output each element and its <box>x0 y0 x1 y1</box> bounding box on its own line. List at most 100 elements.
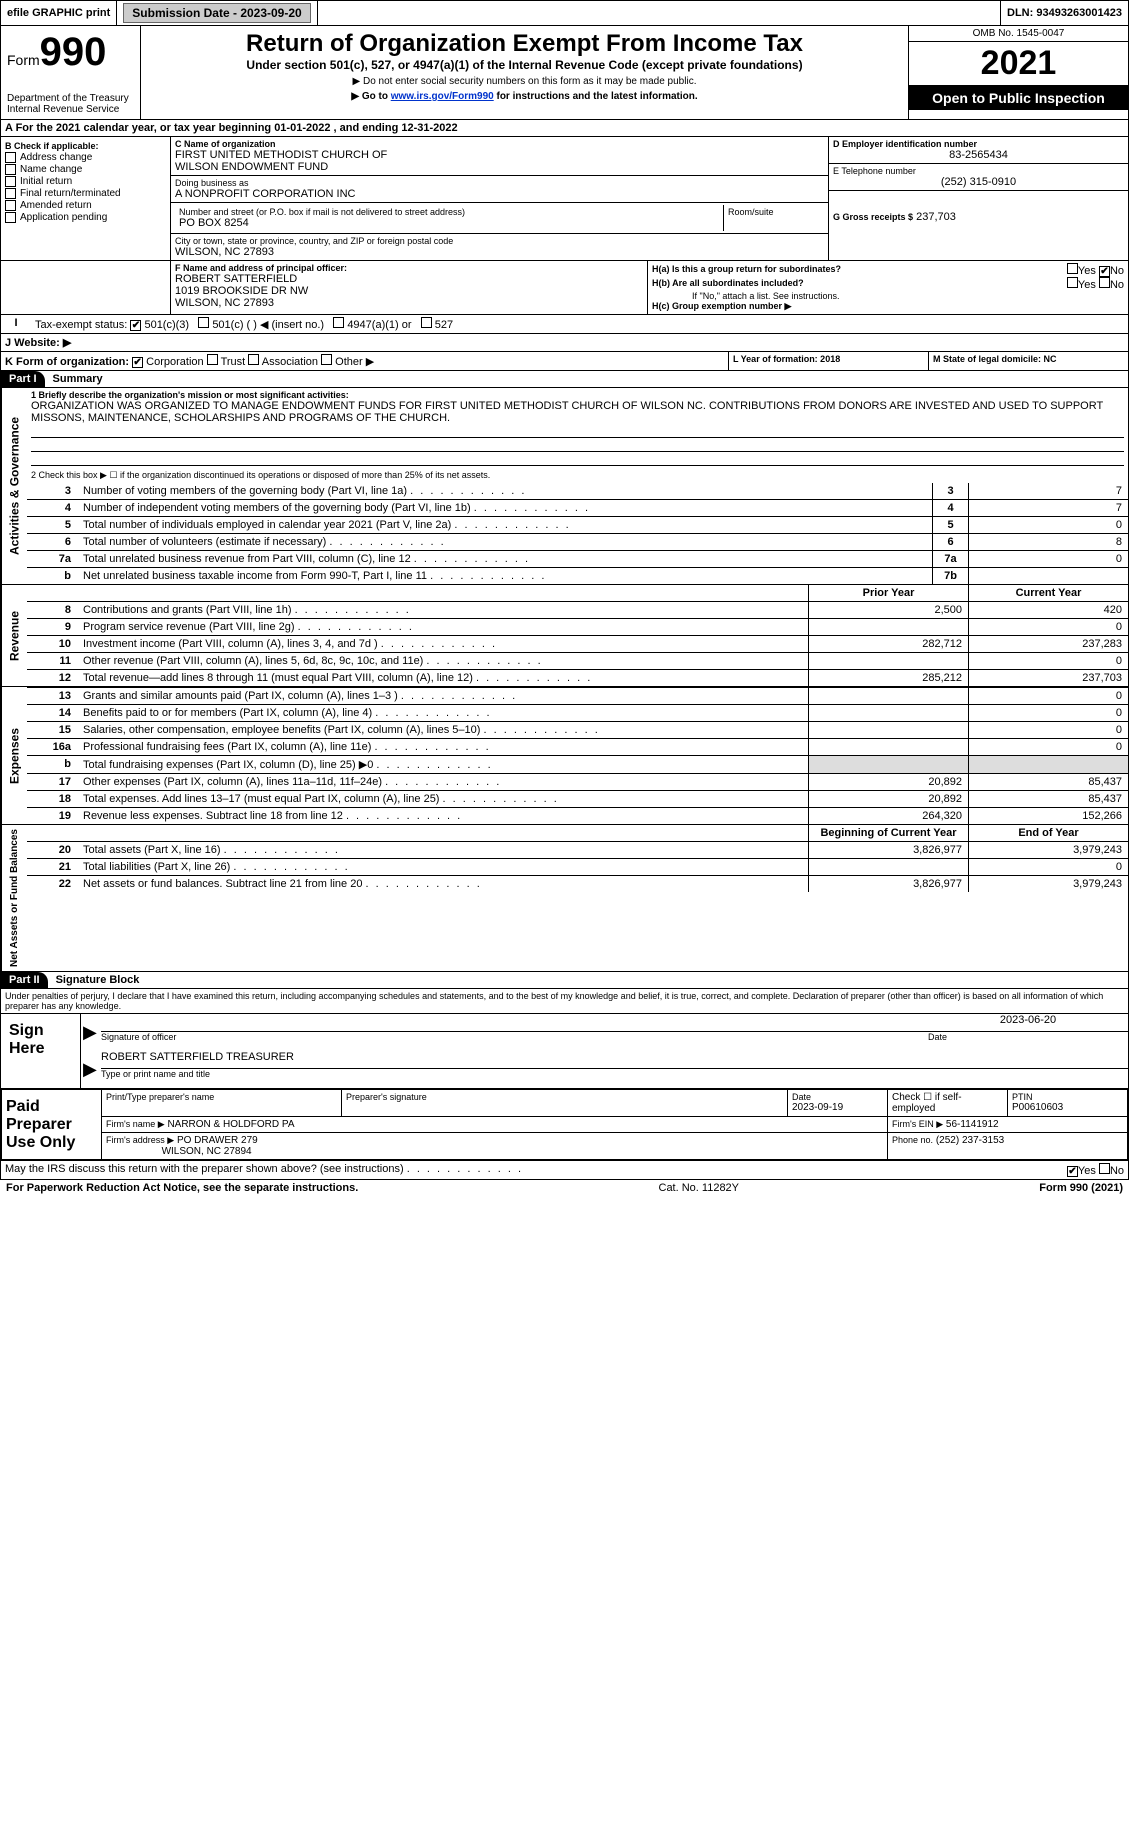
checkbox-final-return[interactable] <box>5 188 16 199</box>
checkbox-discuss-yes[interactable] <box>1067 1166 1078 1177</box>
prior-value <box>808 619 968 635</box>
efile-topbar: efile GRAPHIC print Submission Date - 20… <box>0 0 1129 26</box>
line-desc: Total unrelated business revenue from Pa… <box>77 551 932 567</box>
checkbox-501c[interactable] <box>198 317 209 328</box>
checkbox-other[interactable] <box>321 354 332 365</box>
summary-line-5: 5Total number of individuals employed in… <box>27 516 1128 533</box>
summary-line-4: 4Number of independent voting members of… <box>27 499 1128 516</box>
summary-line-16a: 16aProfessional fundraising fees (Part I… <box>27 738 1128 755</box>
goto-suffix: for instructions and the latest informat… <box>494 91 698 102</box>
checkbox-address-change[interactable] <box>5 152 16 163</box>
ein-value: 83-2565434 <box>833 149 1124 161</box>
line-box: 4 <box>932 500 968 516</box>
sig-name-value: ROBERT SATTERFIELD TREASURER <box>101 1051 1128 1069</box>
tax-status-label: Tax-exempt status: <box>35 319 127 331</box>
may-irs-text: May the IRS discuss this return with the… <box>5 1163 1067 1177</box>
prior-value: 20,892 <box>808 774 968 790</box>
line-number: 21 <box>27 859 77 875</box>
firm-ein-label: Firm's EIN ▶ <box>892 1119 943 1129</box>
opt-corp: Corporation <box>146 356 203 368</box>
line-desc: Professional fundraising fees (Part IX, … <box>77 739 808 755</box>
checkbox-name-change[interactable] <box>5 164 16 175</box>
line-box: 7b <box>932 568 968 584</box>
summary-line-7a: 7aTotal unrelated business revenue from … <box>27 550 1128 567</box>
firm-name-label: Firm's name ▶ <box>106 1119 165 1129</box>
room-label: Room/suite <box>728 207 820 217</box>
paid-preparer-label: Paid Preparer Use Only <box>2 1090 102 1160</box>
ha-label: H(a) Is this a group return for subordin… <box>652 264 841 274</box>
prior-value <box>808 653 968 669</box>
sig-type-label: Type or print name and title <box>101 1069 1128 1079</box>
sign-here-block: Sign Here ▶ Signature of officer 2023-06… <box>0 1014 1129 1089</box>
hdr-beginning-year: Beginning of Current Year <box>808 825 968 841</box>
checkbox-501c3[interactable] <box>130 320 141 331</box>
firm-addr2: WILSON, NC 27894 <box>162 1146 252 1157</box>
line-desc: Number of independent voting members of … <box>77 500 932 516</box>
checkbox-ha-no[interactable] <box>1099 266 1110 277</box>
footer-cat: Cat. No. 11282Y <box>659 1182 740 1194</box>
addr-value: PO BOX 8254 <box>179 217 719 229</box>
firm-addr-label: Firm's address ▶ <box>106 1135 174 1145</box>
checkbox-amended[interactable] <box>5 200 16 211</box>
summary-line-11: 11Other revenue (Part VIII, column (A), … <box>27 652 1128 669</box>
gross-receipts-label: G Gross receipts $ <box>833 212 913 222</box>
discuss-yes: Yes <box>1078 1165 1096 1177</box>
header-block-bcde: B Check if applicable: Address change Na… <box>0 137 1129 261</box>
line-desc: Total number of volunteers (estimate if … <box>77 534 932 550</box>
prior-value: 3,826,977 <box>808 876 968 892</box>
ptin-label: PTIN <box>1012 1092 1123 1102</box>
checkbox-527[interactable] <box>421 317 432 328</box>
opt-501c3: 501(c)(3) <box>144 319 189 331</box>
current-value: 85,437 <box>968 791 1128 807</box>
submission-date-button[interactable]: Submission Date - 2023-09-20 <box>123 3 310 23</box>
addr-label: Number and street (or P.O. box if mail i… <box>179 207 719 217</box>
summary-line-20: 20Total assets (Part X, line 16) 3,826,9… <box>27 841 1128 858</box>
prep-date-label: Date <box>792 1092 883 1102</box>
line-number: b <box>27 756 77 773</box>
line-desc: Total revenue—add lines 8 through 11 (mu… <box>77 670 808 686</box>
checkbox-trust[interactable] <box>207 354 218 365</box>
checkbox-discuss-no[interactable] <box>1099 1163 1110 1174</box>
line-box: 3 <box>932 483 968 499</box>
hdr-prior-year: Prior Year <box>808 585 968 601</box>
prior-value <box>808 705 968 721</box>
line-desc: Investment income (Part VIII, column (A)… <box>77 636 808 652</box>
prior-value: 3,826,977 <box>808 842 968 858</box>
summary-line-21: 21Total liabilities (Part X, line 26) 0 <box>27 858 1128 875</box>
checkbox-ha-yes[interactable] <box>1067 263 1078 274</box>
opt-other: Other ▶ <box>335 356 374 368</box>
checkbox-application-pending[interactable] <box>5 212 16 223</box>
form-subtitle-2: ▶ Do not enter social security numbers o… <box>149 76 900 87</box>
line-desc: Other revenue (Part VIII, column (A), li… <box>77 653 808 669</box>
form-title: Return of Organization Exempt From Incom… <box>149 30 900 58</box>
prior-value: 20,892 <box>808 791 968 807</box>
current-value: 237,703 <box>968 670 1128 686</box>
prior-value <box>808 722 968 738</box>
part1-bar: Part I <box>1 371 45 387</box>
current-value: 3,979,243 <box>968 842 1128 858</box>
section-a-tax-year: A For the 2021 calendar year, or tax yea… <box>0 120 1129 137</box>
line-desc: Total assets (Part X, line 16) <box>77 842 808 858</box>
line-value <box>968 568 1128 584</box>
line-number: 10 <box>27 636 77 652</box>
checkbox-initial-return[interactable] <box>5 176 16 187</box>
summary-line-12: 12Total revenue—add lines 8 through 11 (… <box>27 669 1128 686</box>
checkbox-corporation[interactable] <box>132 357 143 368</box>
summary-line-b: bTotal fundraising expenses (Part IX, co… <box>27 755 1128 773</box>
vert-label-ag: Activities & Governance <box>1 388 27 584</box>
phone-label: E Telephone number <box>833 166 1124 176</box>
checkbox-hb-yes[interactable] <box>1067 277 1078 288</box>
perjury-declaration: Under penalties of perjury, I declare th… <box>0 989 1129 1014</box>
line-number: 8 <box>27 602 77 618</box>
org-name-label: C Name of organization <box>175 139 824 149</box>
checkbox-4947[interactable] <box>333 317 344 328</box>
label-app-pending: Application pending <box>20 212 107 223</box>
ein-label: D Employer identification number <box>833 139 1124 149</box>
tax-year: 2021 <box>981 44 1057 82</box>
line-box: 6 <box>932 534 968 550</box>
checkbox-association[interactable] <box>248 354 259 365</box>
line-number: 4 <box>27 500 77 516</box>
checkbox-hb-no[interactable] <box>1099 277 1110 288</box>
line-box: 5 <box>932 517 968 533</box>
irs-link[interactable]: www.irs.gov/Form990 <box>391 91 494 102</box>
